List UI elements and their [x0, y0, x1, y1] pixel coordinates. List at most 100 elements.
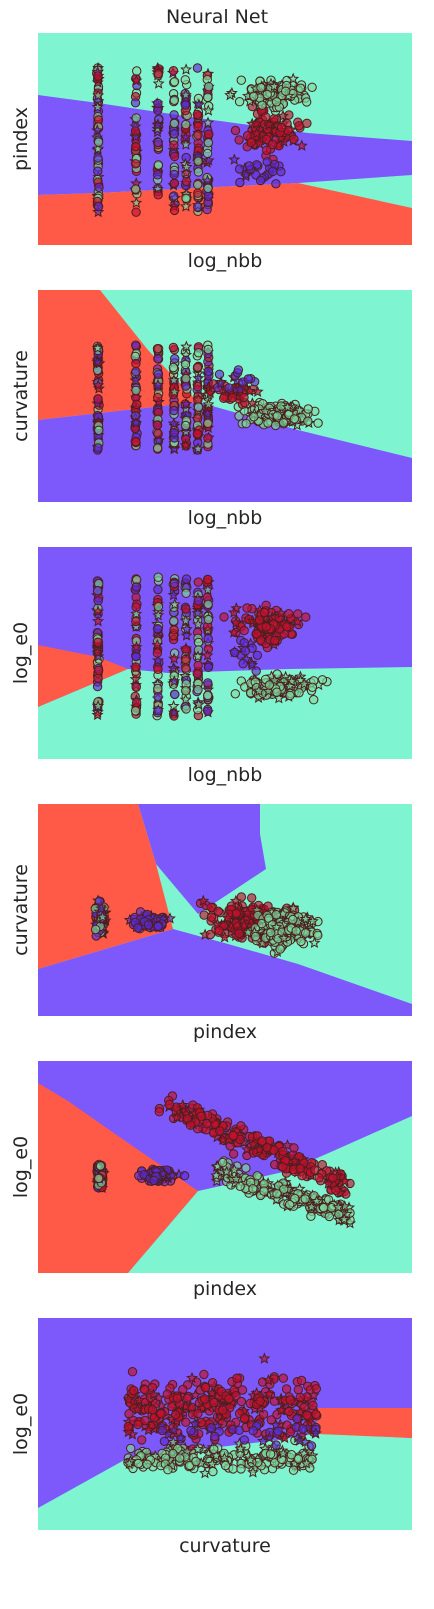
- scatter-point: [193, 110, 201, 118]
- scatter-point: [263, 146, 271, 154]
- scatter-point: [132, 367, 140, 375]
- scatter-point: [154, 69, 162, 77]
- scatter-point: [258, 1137, 266, 1145]
- scatter-point: [170, 152, 178, 160]
- region-6-class-a: [316, 1408, 412, 1438]
- decision-surface-4: [38, 804, 412, 1016]
- scatter-point: [181, 76, 189, 84]
- scatter-point: [193, 669, 201, 677]
- scatter-point: [182, 177, 190, 185]
- scatter-point: [124, 1423, 132, 1431]
- scatter-point: [94, 395, 102, 403]
- scatter-point: [193, 64, 201, 72]
- decision-surface-3: [38, 547, 412, 759]
- scatter-point: [95, 183, 103, 191]
- scatter-point: [235, 165, 243, 173]
- scatter-point: [170, 429, 178, 437]
- scatter-point: [158, 1426, 166, 1434]
- scatter-point: [187, 1427, 195, 1435]
- scatter-point: [285, 610, 293, 618]
- scatter-point: [295, 689, 303, 697]
- scatter-point: [153, 421, 161, 429]
- scatter-point: [154, 603, 162, 611]
- decision-surface-1: [38, 33, 412, 245]
- scatter-point: [220, 394, 228, 402]
- scatter-point: [170, 192, 178, 200]
- scatter-point: [143, 1460, 151, 1468]
- x-axis-label-2: log_nbb: [38, 507, 412, 529]
- scatter-point: [273, 688, 281, 696]
- scatter-point: [280, 1185, 288, 1193]
- scatter-point: [241, 647, 249, 655]
- scatter-point: [170, 111, 178, 119]
- scatter-point: [154, 684, 162, 692]
- scatter-point: [205, 130, 213, 138]
- plot-panel-4: [38, 804, 412, 1016]
- scatter-point: [197, 1112, 205, 1120]
- scatter-point: [194, 157, 202, 165]
- scatter-point: [194, 597, 202, 605]
- scatter-point: [194, 131, 202, 139]
- scatter-point: [170, 626, 178, 634]
- scatter-point: [260, 608, 268, 616]
- scatter-point: [204, 600, 212, 608]
- scatter-point: [204, 679, 212, 687]
- scatter-point: [95, 1174, 103, 1182]
- scatter-point: [243, 604, 251, 612]
- scatter-point: [225, 1395, 233, 1403]
- scatter-point: [240, 1414, 248, 1422]
- scatter-point: [93, 682, 101, 690]
- scatter-point: [235, 929, 243, 937]
- scatter-point: [182, 605, 190, 613]
- scatter-point: [194, 181, 202, 189]
- scatter-point: [265, 681, 273, 689]
- scatter-point: [303, 1411, 311, 1419]
- scatter-point: [274, 1427, 282, 1435]
- scatter-point: [314, 931, 322, 939]
- scatter-point: [154, 393, 162, 401]
- scatter-point: [91, 925, 99, 933]
- scatter-point: [95, 426, 103, 434]
- scatter-point: [200, 1370, 208, 1378]
- scatter-point: [171, 355, 179, 363]
- decision-surface-2: [38, 290, 412, 502]
- scatter-point: [144, 921, 152, 929]
- scatter-point: [311, 1166, 319, 1174]
- scatter-point: [258, 101, 266, 109]
- scatter-point: [148, 1384, 156, 1392]
- scatter-point: [155, 115, 163, 123]
- scatter-point: [214, 907, 222, 915]
- scatter-point: [164, 1466, 172, 1474]
- scatter-point: [94, 444, 102, 452]
- y-axis-label-1: pindex: [0, 33, 42, 245]
- scatter-point: [194, 1409, 202, 1417]
- scatter-point: [170, 119, 178, 127]
- scatter-point: [194, 382, 202, 390]
- scatter-point: [165, 1100, 173, 1108]
- scatter-point: [194, 189, 202, 197]
- scatter-point: [220, 613, 228, 621]
- scatter-point: [297, 937, 305, 945]
- scatter-point: [182, 589, 190, 597]
- scatter-point: [182, 687, 190, 695]
- scatter-point: [194, 168, 202, 176]
- scatter-point: [153, 444, 161, 452]
- scatter-point: [262, 623, 270, 631]
- scatter-point: [132, 208, 140, 216]
- scatter-point: [272, 911, 280, 919]
- scatter-point: [132, 359, 140, 367]
- scatter-point: [209, 1467, 217, 1475]
- scatter-point: [235, 1426, 243, 1434]
- scatter-point: [228, 394, 236, 402]
- scatter-point: [132, 683, 140, 691]
- scatter-point: [237, 893, 245, 901]
- scatter-point: [315, 1174, 323, 1182]
- x-axis-label-1: log_nbb: [38, 250, 412, 272]
- scatter-point: [94, 138, 102, 146]
- scatter-point: [215, 370, 223, 378]
- decision-surface-6: [38, 1318, 412, 1530]
- scatter-point: [260, 1187, 268, 1195]
- scatter-point: [93, 587, 101, 595]
- scatter-point: [250, 413, 258, 421]
- scatter-point: [286, 1396, 294, 1404]
